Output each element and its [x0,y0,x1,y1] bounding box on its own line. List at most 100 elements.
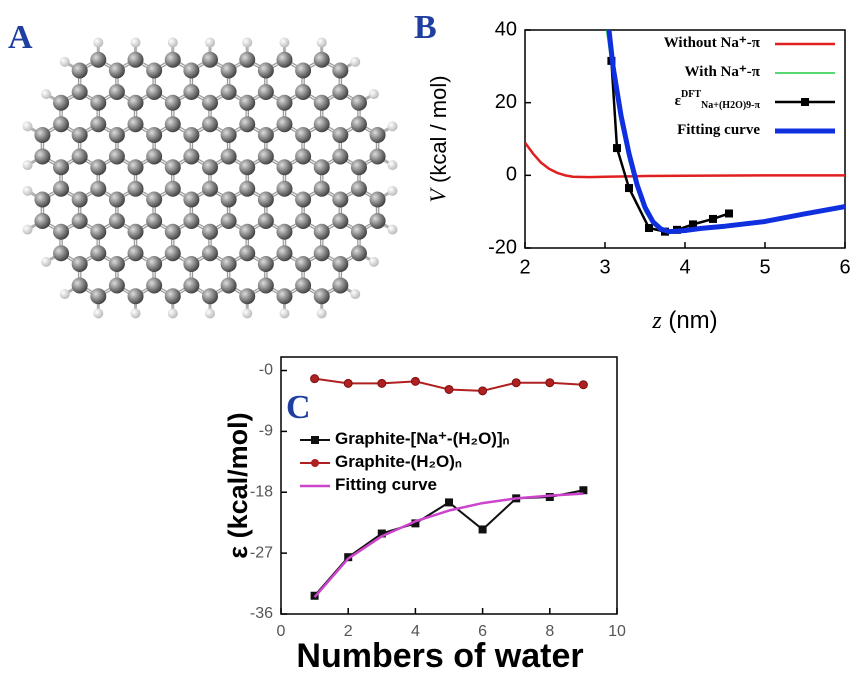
legend-name: Graphite-[Na⁺-(H₂O)]ₙ [335,429,510,448]
hydrogen-atom [317,308,327,318]
carbon-atom [109,127,125,143]
carbon-atom [165,245,181,261]
legend-marker [311,436,319,444]
carbon-atom [258,213,274,229]
legend-name: Graphite-(H₂O)ₙ [335,452,462,471]
carbon-atom [183,256,199,272]
carbon-atom [146,213,162,229]
figure: A B C 23456-2002040z (nm)V (kcal / mol)W… [0,0,860,682]
carbon-atom [72,149,88,165]
carbon-atom [165,52,181,68]
marker [479,525,487,533]
y-tick-label: -0 [259,362,273,379]
carbon-atom [276,116,292,132]
carbon-atom [351,116,367,132]
carbon-atom [165,224,181,240]
y-axis-label: ε (kcal/mol) [223,412,253,558]
carbon-atom [72,256,88,272]
carbon-atom [165,116,181,132]
hydrogen-atom [242,308,252,318]
carbon-atom [351,245,367,261]
carbon-atom [146,149,162,165]
carbon-atom [276,288,292,304]
carbon-atom [109,256,125,272]
carbon-atom [332,149,348,165]
carbon-atom [90,159,106,175]
carbon-atom [351,224,367,240]
y-tick-label: -36 [250,605,273,622]
carbon-atom [314,224,330,240]
carbon-atom [295,213,311,229]
carbon-atom [53,181,69,197]
carbon-atom [202,245,218,261]
hydrogen-atom [23,121,33,131]
carbon-atom [72,127,88,143]
carbon-atom [276,181,292,197]
carbon-atom [332,63,348,79]
hydrogen-atom [242,38,252,48]
carbon-atom [109,149,125,165]
carbon-atom [239,159,255,175]
carbon-atom [183,63,199,79]
carbon-atom [239,224,255,240]
carbon-atom [221,278,237,294]
carbon-atom [202,181,218,197]
carbon-atom [276,159,292,175]
carbon-atom [72,84,88,100]
marker [725,209,733,217]
carbon-atom [90,288,106,304]
carbon-atom [183,149,199,165]
x-tick-label: 0 [277,623,286,640]
hydrogen-atom [131,38,141,48]
carbon-atom [165,288,181,304]
hydrogen-atom [23,225,33,235]
carbon-atom [332,256,348,272]
legend-sub: Na+(H2O)9-π [701,100,760,111]
x-tick-label: 6 [839,256,850,278]
marker [579,381,587,389]
marker [479,387,487,395]
hydrogen-atom [387,121,397,131]
carbon-atom [332,278,348,294]
hydrogen-atom [350,289,360,299]
carbon-atom [90,95,106,111]
carbon-atom [72,213,88,229]
carbon-atom [314,181,330,197]
carbon-atom [128,224,144,240]
carbon-atom [183,84,199,100]
hydrogen-atom [387,225,397,235]
legend-marker [311,459,319,467]
carbon-atom [276,245,292,261]
carbon-atom [109,192,125,208]
panel-label: B [414,9,437,46]
carbon-atom [370,192,386,208]
carbon-atom [221,63,237,79]
hydrogen-atom [93,38,103,48]
carbon-atom [165,95,181,111]
carbon-atom [295,63,311,79]
x-tick-label: 4 [679,256,690,278]
x-tick-label: 10 [608,623,626,640]
carbon-atom [146,84,162,100]
legend-name: Fitting curve [677,122,760,138]
marker [613,144,621,152]
hydrogen-atom [205,38,215,48]
carbon-atom [221,127,237,143]
hydrogen-atom [205,308,215,318]
carbon-atom [314,116,330,132]
hydrogen-atom [369,89,379,99]
y-tick-label: -27 [250,544,273,561]
carbon-atom [109,63,125,79]
x-tick-label: 3 [599,256,610,278]
carbon-atom [128,95,144,111]
hydrogen-atom [168,308,178,318]
carbon-atom [128,116,144,132]
legend-name: Without Na⁺-π [664,35,761,51]
carbon-atom [202,159,218,175]
carbon-atom [128,288,144,304]
carbon-atom [165,159,181,175]
hydrogen-atom [317,38,327,48]
y-tick-label: -9 [259,423,273,440]
marker [709,215,717,223]
carbon-atom [34,213,50,229]
